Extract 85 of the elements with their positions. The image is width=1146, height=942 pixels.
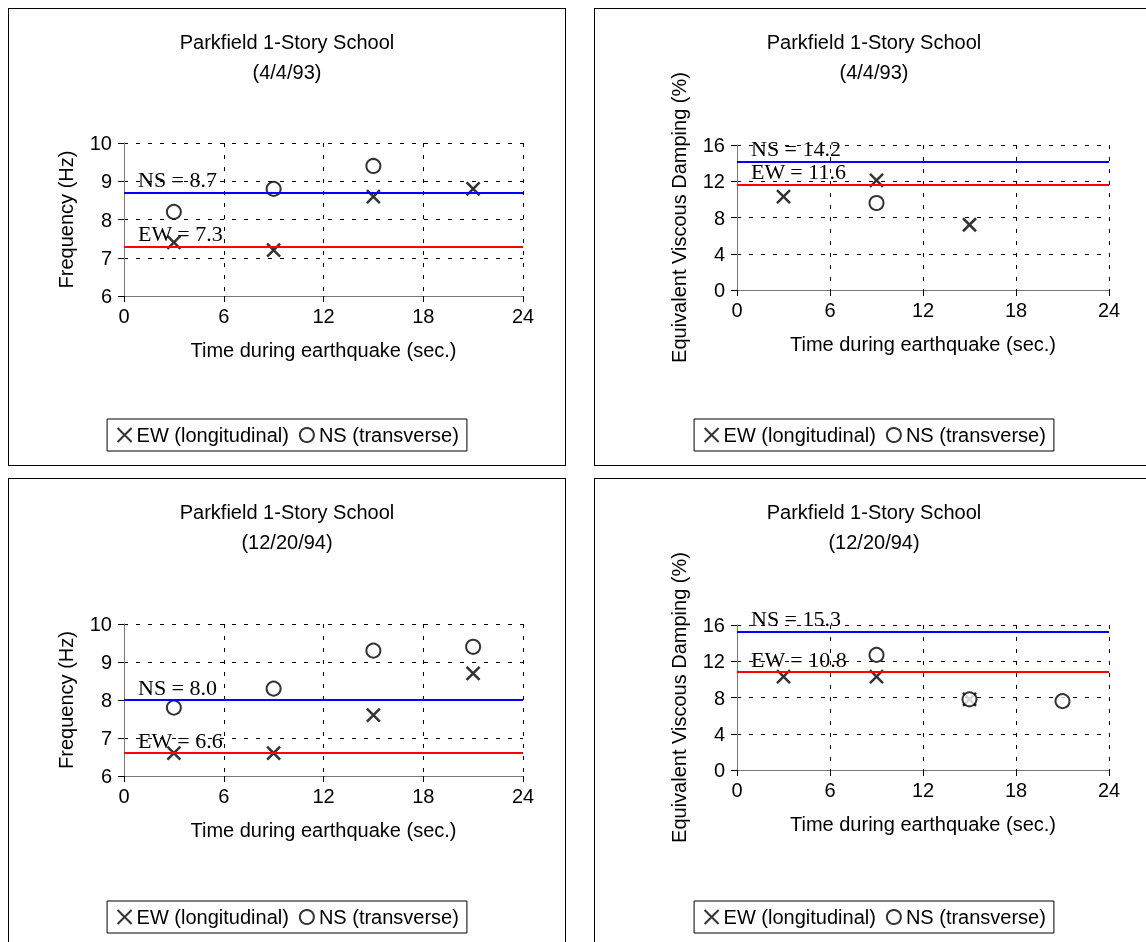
x-tick-label: 6 <box>218 785 230 807</box>
y-axis-title: Equivalent Viscous Damping (%) <box>668 72 690 363</box>
legend-label: NS (transverse) <box>318 424 459 446</box>
y-tick-label: 12 <box>702 650 725 673</box>
y-tick-label: 10 <box>89 613 112 635</box>
x-tick-label: 18 <box>1004 299 1028 321</box>
point <box>265 680 282 697</box>
chart-subtitle: (12/20/94) <box>828 531 920 553</box>
x-tick-label: 24 <box>1097 299 1121 321</box>
y-tick-label: 9 <box>100 651 112 673</box>
x-tick-label: 24 <box>1097 779 1121 801</box>
chart-subtitle: (4/4/93) <box>252 61 322 83</box>
x-tick-label: 24 <box>511 785 535 807</box>
y-tick-label: 6 <box>100 765 112 787</box>
y-tick-label: 7 <box>100 727 112 749</box>
x-tick-label: 0 <box>731 779 743 801</box>
x-axis-title: Time during earthquake (sec.) <box>190 339 457 361</box>
legend-label: EW (longitudinal) <box>723 424 876 446</box>
point <box>775 668 792 685</box>
x-tick-label: 18 <box>412 305 435 327</box>
y-tick-label: 4 <box>713 242 725 265</box>
x-tick-label: 6 <box>824 299 836 321</box>
x-tick-label: 6 <box>218 305 230 327</box>
y-axis-title: Equivalent Viscous Damping (%) <box>668 552 690 843</box>
y-tick-label: 6 <box>100 285 112 307</box>
x-tick-label: 18 <box>412 785 435 807</box>
chart-subtitle: (12/20/94) <box>241 531 333 553</box>
point <box>365 707 382 723</box>
x-tick-label: 24 <box>511 305 535 327</box>
ref-line-label: NS = 8.0 <box>138 674 218 700</box>
x-tick-label: 12 <box>312 785 335 807</box>
legend-label: NS (transverse) <box>905 424 1046 446</box>
point <box>165 203 182 220</box>
point <box>365 642 382 659</box>
x-axis-title: Time during earthquake (sec.) <box>789 813 1057 835</box>
y-tick-label: 10 <box>89 132 112 154</box>
y-tick-label: 0 <box>713 279 725 301</box>
y-tick-label: 9 <box>100 170 112 193</box>
chart-subtitle: (4/4/93) <box>839 61 909 83</box>
point <box>868 172 885 189</box>
y-tick-label: 8 <box>100 689 112 711</box>
point <box>868 646 885 663</box>
point <box>961 217 978 233</box>
y-tick-label: 4 <box>713 722 725 745</box>
y-tick-label: 8 <box>100 208 112 231</box>
y-tick-label: 16 <box>702 134 725 156</box>
point <box>465 638 482 655</box>
legend-label: EW (longitudinal) <box>136 424 289 446</box>
x-tick-label: 12 <box>911 779 935 801</box>
x-tick-label: 12 <box>911 299 935 321</box>
x-tick-label: 6 <box>824 779 836 801</box>
ref-line-label: NS = 14.2 <box>751 135 842 161</box>
chart-title: Parkfield 1-Story School <box>766 501 982 523</box>
point <box>868 668 885 685</box>
point <box>465 665 481 682</box>
x-tick-label: 0 <box>118 305 130 327</box>
chart-title: Parkfield 1-Story School <box>179 501 395 523</box>
legend-label: EW (longitudinal) <box>723 906 876 928</box>
y-tick-label: 7 <box>100 246 112 269</box>
point <box>775 188 792 205</box>
point <box>1054 693 1071 710</box>
y-tick-label: 8 <box>713 206 725 229</box>
x-axis-title: Time during earthquake (sec.) <box>190 819 457 841</box>
chart-title: Parkfield 1-Story School <box>179 31 395 53</box>
x-tick-label: 0 <box>731 299 743 321</box>
y-tick-label: 16 <box>702 614 725 636</box>
point <box>868 195 885 211</box>
y-tick-label: 12 <box>702 170 725 193</box>
y-tick-label: 0 <box>713 759 725 781</box>
x-tick-label: 0 <box>118 785 130 807</box>
point <box>365 157 382 174</box>
chart-title: Parkfield 1-Story School <box>766 31 982 53</box>
legend-label: EW (longitudinal) <box>136 906 289 928</box>
point <box>165 699 182 716</box>
legend-label: NS (transverse) <box>318 906 459 928</box>
ref-line-label: EW = 11.6 <box>751 159 846 185</box>
y-axis-title: Frequency (Hz) <box>55 150 77 289</box>
y-tick-label: 8 <box>713 686 725 709</box>
legend-label: NS (transverse) <box>905 906 1046 928</box>
x-axis-title: Time during earthquake (sec.) <box>789 333 1057 355</box>
ref-line-label: EW = 7.3 <box>138 220 223 246</box>
x-tick-label: 12 <box>312 305 335 327</box>
y-axis-title: Frequency (Hz) <box>55 631 77 769</box>
x-tick-label: 18 <box>1004 779 1028 801</box>
point <box>365 188 382 205</box>
